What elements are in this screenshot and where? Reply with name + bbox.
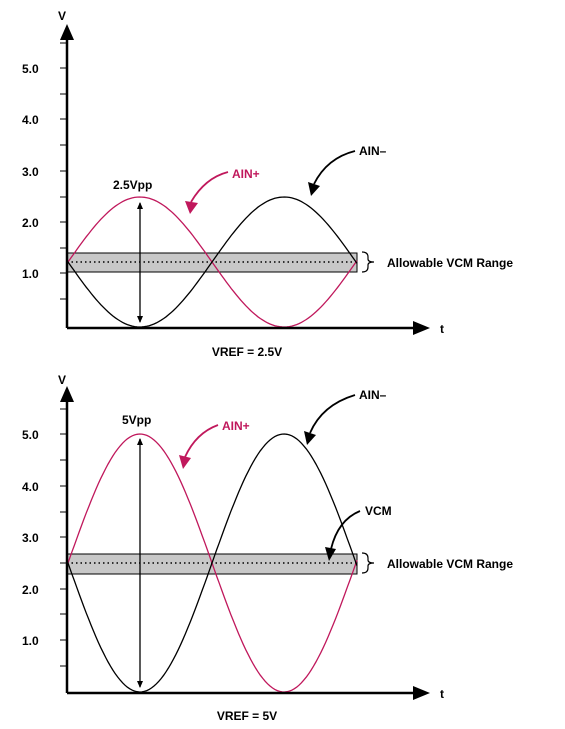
ain-minus-pointer (313, 150, 356, 185)
ain-minus-pointer-head-icon (304, 431, 316, 445)
t-axis-label: t (440, 687, 444, 701)
y-tick-label: 3.0 (22, 531, 39, 545)
ain-minus-curve (66, 433, 358, 693)
panel-top: V t 5.0 4.0 3.0 2.0 1.0 2.5Vpp AIN+ AIN–… (22, 9, 513, 359)
ain-minus-pointer (309, 394, 356, 434)
vcm-pointer-head-icon (325, 547, 336, 561)
ain-plus-pointer-head-icon (179, 455, 191, 469)
ain-plus-pointer (184, 424, 219, 458)
ain-minus-curve (66, 196, 358, 328)
y-tick-label: 4.0 (22, 113, 39, 127)
range-brace (361, 251, 375, 273)
y-tick-label: 1.0 (22, 634, 39, 648)
pp-label: 2.5Vpp (113, 178, 152, 192)
v-axis-label: V (58, 9, 66, 23)
y-ticks (60, 42, 67, 300)
y-ticks (60, 408, 67, 667)
ain-plus-pointer (190, 171, 229, 203)
y-tick-label: 5.0 (22, 62, 39, 76)
y-tick-label: 3.0 (22, 165, 39, 179)
panel-bottom: V t 5.0 4.0 3.0 2.0 1.0 5Vpp AIN+ AIN– V… (22, 373, 513, 723)
x-axis-arrow-icon (413, 321, 430, 335)
ain-plus-pointer-head-icon (185, 201, 198, 214)
pp-label: 5Vpp (122, 413, 151, 427)
range-label: Allowable VCM Range (387, 557, 513, 571)
vcm-label: VCM (365, 504, 392, 518)
y-axis-arrow-icon (60, 386, 74, 402)
x-axis-arrow-icon (413, 686, 430, 700)
ain-minus-label: AIN– (359, 388, 387, 402)
y-tick-label: 2.0 (22, 583, 39, 597)
v-axis-label: V (58, 373, 66, 387)
ain-plus-label: AIN+ (232, 167, 260, 181)
panel-caption: VREF = 5V (217, 709, 277, 723)
vcm-pointer (330, 510, 361, 550)
ain-minus-label: AIN– (359, 144, 387, 158)
range-label: Allowable VCM Range (387, 256, 513, 270)
y-tick-label: 1.0 (22, 267, 39, 281)
range-brace (361, 552, 375, 574)
panel-caption: VREF = 2.5V (212, 345, 282, 359)
ain-plus-label: AIN+ (222, 419, 250, 433)
y-tick-label: 5.0 (22, 428, 39, 442)
ain-minus-pointer-head-icon (308, 182, 320, 196)
t-axis-label: t (440, 322, 444, 336)
y-tick-label: 4.0 (22, 480, 39, 494)
y-axis-arrow-icon (60, 24, 74, 40)
y-tick-label: 2.0 (22, 216, 39, 230)
